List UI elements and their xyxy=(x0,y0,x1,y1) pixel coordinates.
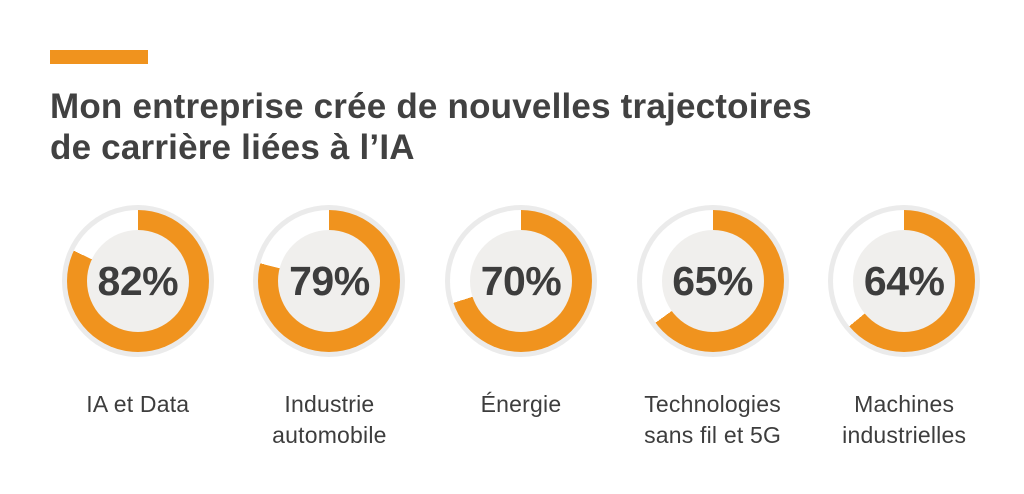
gauge-hole: 70% xyxy=(469,230,572,332)
accent-bar xyxy=(50,50,148,64)
donut-gauge: 82% xyxy=(61,205,214,357)
donut-gauge: 64% xyxy=(828,205,981,357)
gauge-value: 65% xyxy=(672,257,753,304)
donut-gauge: 65% xyxy=(636,205,789,357)
gauge-label: Machines industrielles xyxy=(842,391,967,448)
donut-chart-row: 82% IA et Data 79% Industrie automobile … xyxy=(42,205,1000,451)
donut-gauge: 79% xyxy=(253,205,406,357)
donut-item-machines-industrielles: 64% Machines industrielles xyxy=(808,205,1000,451)
gauge-label: IA et Data xyxy=(86,391,190,417)
donut-gauge: 70% xyxy=(444,205,597,357)
gauge-hole: 79% xyxy=(278,230,381,332)
page-title: Mon entreprise crée de nouvelles traject… xyxy=(50,86,950,168)
page-title-line-1: Mon entreprise crée de nouvelles traject… xyxy=(50,87,812,126)
gauge-value: 70% xyxy=(480,257,562,304)
donut-item-industrie-automobile: 79% Industrie automobile xyxy=(234,205,426,451)
gauge-value: 82% xyxy=(97,257,179,304)
gauge-hole: 64% xyxy=(853,230,956,332)
gauge-hole: 65% xyxy=(661,230,764,332)
gauge-label: Technologies sans fil et 5G xyxy=(644,391,782,448)
gauge-hole: 82% xyxy=(86,230,189,332)
gauge-value: 64% xyxy=(863,257,945,304)
gauge-label: Énergie xyxy=(480,391,562,417)
gauge-value: 79% xyxy=(289,257,370,304)
donut-item-energie: 70% Énergie xyxy=(425,205,617,451)
donut-item-technologies-sans-fil-5g: 65% Technologies sans fil et 5G xyxy=(617,205,809,451)
page-title-line-2: de carrière liées à l’IA xyxy=(50,128,415,167)
donut-item-ia-et-data: 82% IA et Data xyxy=(42,205,234,451)
gauge-label: Industrie automobile xyxy=(272,391,387,448)
